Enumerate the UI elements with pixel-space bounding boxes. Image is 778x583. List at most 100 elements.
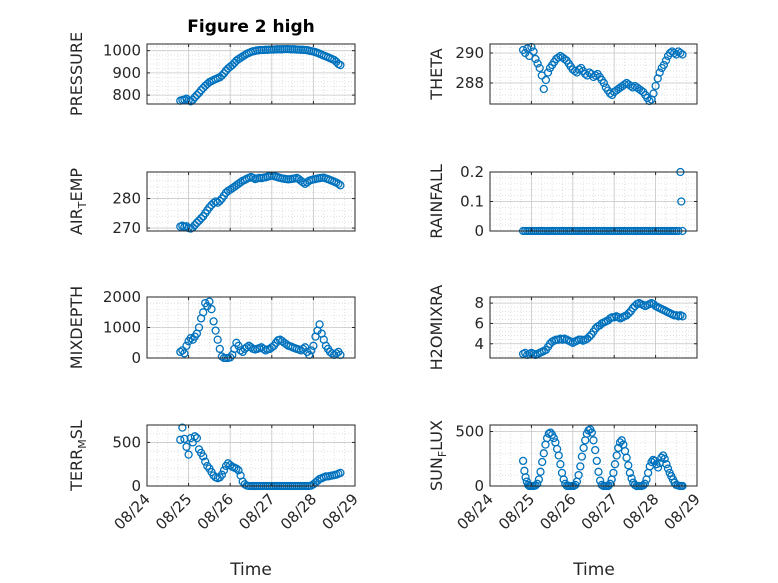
data-point	[535, 63, 544, 73]
data-point	[660, 454, 669, 463]
y-tick-label: 2000	[103, 288, 141, 306]
data-point	[533, 479, 542, 488]
panel-theta: 288 290 THETA	[427, 42, 698, 106]
data-point	[199, 308, 208, 317]
data-point	[228, 60, 237, 70]
data-point	[217, 71, 227, 80]
data-point	[176, 435, 185, 444]
data-point	[612, 451, 621, 460]
x-tick-label: 08/28	[277, 490, 320, 533]
x-tick-label: 08/24	[454, 490, 497, 533]
panel-air_temp: 270 280 AIRTEMP	[67, 168, 356, 237]
y-axis-label: MIXDEPTH	[67, 286, 86, 369]
data-point	[539, 449, 548, 458]
data-point	[259, 344, 268, 354]
x-tick-label: 08/26	[194, 490, 237, 533]
data-point	[196, 86, 206, 95]
data-point	[549, 433, 558, 443]
data-point	[234, 341, 243, 350]
data-point	[236, 53, 245, 62]
y-tick-label: 290	[455, 44, 484, 62]
data-point	[655, 68, 664, 77]
data-point	[536, 467, 545, 476]
data-point	[670, 48, 679, 58]
panel-pressure: 800 900 1000 PRESSURE	[67, 32, 356, 116]
data-point	[591, 71, 600, 80]
data-point	[205, 297, 214, 306]
x-tick-label: 08/27	[578, 490, 621, 533]
panel-rainfall: 0 0.1 0.2 RAINFALL	[427, 163, 698, 240]
data-point	[585, 332, 594, 341]
data-point	[605, 479, 615, 488]
x-tick-label: 08/25	[495, 490, 538, 533]
data-point	[622, 311, 631, 320]
y-tick-label: 800	[112, 86, 141, 104]
y-tick-label: 1000	[103, 42, 141, 60]
data-point	[591, 445, 600, 455]
data-point	[336, 60, 345, 70]
x-tick-label: 08/29	[661, 490, 704, 533]
data-point	[678, 50, 687, 59]
data-point	[610, 460, 620, 469]
data-point	[662, 460, 671, 469]
data-point	[232, 464, 241, 473]
y-tick-label: 0.1	[460, 193, 484, 211]
data-point	[556, 460, 565, 469]
data-point	[182, 442, 191, 451]
y-tick-label: 0	[131, 477, 141, 495]
x-tick-label: 08/24	[111, 490, 154, 533]
y-axis-label: H2OMIXRA	[427, 285, 446, 371]
data-point	[574, 470, 583, 480]
y-axis-label: AIRTEMP	[67, 168, 89, 235]
data-point	[190, 220, 199, 230]
data-point	[309, 341, 318, 350]
data-point	[659, 60, 669, 70]
axes-box	[146, 424, 356, 487]
data-point	[543, 68, 553, 77]
data-point	[589, 436, 598, 445]
figure-title: Figure 2 high	[187, 17, 315, 37]
data-point	[215, 473, 224, 482]
data-point	[678, 312, 687, 321]
data-point	[215, 196, 224, 206]
data-point	[180, 349, 189, 358]
data-point	[226, 460, 235, 470]
data-point	[182, 341, 191, 350]
y-tick-label: 8	[474, 294, 484, 312]
data-point	[661, 56, 671, 65]
y-axis-label: TERRMSL	[67, 420, 89, 492]
data-point	[624, 461, 633, 470]
data-point	[336, 181, 345, 190]
data-point	[194, 216, 204, 225]
data-point	[599, 78, 609, 88]
x-tick-label: 08/26	[536, 490, 579, 533]
data-point	[234, 466, 243, 475]
data-point	[236, 178, 245, 187]
data-point	[209, 317, 218, 326]
axes-box	[146, 43, 356, 105]
data-point	[649, 89, 658, 98]
data-point	[521, 348, 530, 358]
data-point	[267, 343, 276, 352]
data-point	[332, 349, 341, 358]
x-tick-label: 08/25	[152, 490, 195, 533]
data-point	[587, 428, 596, 437]
y-tick-label: 6	[474, 314, 484, 332]
data-point	[176, 347, 185, 357]
y-tick-label: 0	[474, 222, 484, 240]
y-tick-label: 500	[112, 433, 141, 451]
axes-box	[489, 424, 698, 487]
data-point	[219, 466, 229, 475]
data-point	[192, 218, 202, 227]
data-point	[307, 346, 316, 355]
data-point	[594, 467, 603, 476]
data-point	[205, 203, 214, 212]
data-point	[640, 479, 649, 488]
data-point	[192, 90, 202, 100]
data-point	[190, 432, 199, 441]
data-point	[213, 335, 222, 344]
data-point	[192, 433, 202, 443]
data-point	[539, 84, 548, 94]
y-tick-label: 280	[112, 190, 141, 208]
